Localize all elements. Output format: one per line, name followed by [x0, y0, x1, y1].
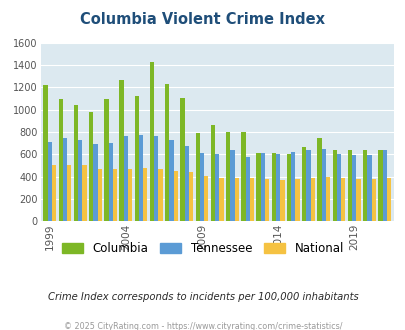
Bar	[63, 138, 67, 221]
Text: Columbia Violent Crime Index: Columbia Violent Crime Index	[80, 12, 325, 26]
Bar	[219, 178, 223, 221]
Bar	[173, 171, 177, 221]
Bar	[275, 154, 279, 221]
Bar	[43, 85, 47, 221]
Bar	[165, 83, 169, 221]
Bar	[356, 179, 360, 221]
Bar	[139, 135, 143, 221]
Bar	[184, 147, 188, 221]
Bar	[169, 140, 173, 221]
Bar	[245, 156, 249, 221]
Text: © 2025 CityRating.com - https://www.cityrating.com/crime-statistics/: © 2025 CityRating.com - https://www.city…	[64, 322, 341, 330]
Bar	[351, 155, 356, 221]
Legend: Columbia, Tennessee, National: Columbia, Tennessee, National	[57, 237, 348, 260]
Bar	[154, 137, 158, 221]
Bar	[241, 132, 245, 221]
Bar	[158, 169, 162, 221]
Bar	[249, 178, 254, 221]
Bar	[306, 150, 310, 221]
Bar	[67, 165, 71, 221]
Bar	[301, 147, 306, 221]
Bar	[367, 155, 371, 221]
Bar	[199, 152, 204, 221]
Bar	[97, 169, 102, 221]
Bar	[264, 179, 269, 221]
Bar	[58, 99, 63, 221]
Bar	[382, 150, 386, 221]
Bar	[226, 132, 230, 221]
Bar	[128, 169, 132, 221]
Bar	[82, 165, 86, 221]
Bar	[74, 105, 78, 221]
Bar	[290, 152, 295, 221]
Bar	[113, 169, 117, 221]
Bar	[149, 62, 154, 221]
Bar	[195, 133, 199, 221]
Bar	[256, 152, 260, 221]
Bar	[78, 140, 82, 221]
Bar	[377, 150, 382, 221]
Bar	[321, 149, 325, 221]
Bar	[310, 178, 314, 221]
Bar	[180, 98, 184, 221]
Bar	[234, 178, 238, 221]
Bar	[188, 172, 193, 221]
Bar	[317, 138, 321, 221]
Bar	[124, 137, 128, 221]
Bar	[340, 178, 345, 221]
Bar	[134, 96, 139, 221]
Bar	[347, 150, 351, 221]
Bar	[279, 180, 284, 221]
Bar	[271, 153, 275, 221]
Bar	[362, 150, 367, 221]
Bar	[336, 154, 340, 221]
Bar	[286, 154, 290, 221]
Bar	[325, 177, 329, 221]
Bar	[89, 112, 93, 221]
Bar	[204, 176, 208, 221]
Bar	[52, 165, 56, 221]
Bar	[119, 80, 124, 221]
Bar	[215, 154, 219, 221]
Bar	[93, 144, 97, 221]
Bar	[108, 143, 113, 221]
Text: Crime Index corresponds to incidents per 100,000 inhabitants: Crime Index corresponds to incidents per…	[47, 292, 358, 302]
Bar	[143, 168, 147, 221]
Bar	[260, 153, 264, 221]
Bar	[230, 150, 234, 221]
Bar	[371, 179, 375, 221]
Bar	[47, 142, 52, 221]
Bar	[386, 178, 390, 221]
Bar	[104, 99, 108, 221]
Bar	[295, 179, 299, 221]
Bar	[210, 125, 215, 221]
Bar	[332, 150, 336, 221]
